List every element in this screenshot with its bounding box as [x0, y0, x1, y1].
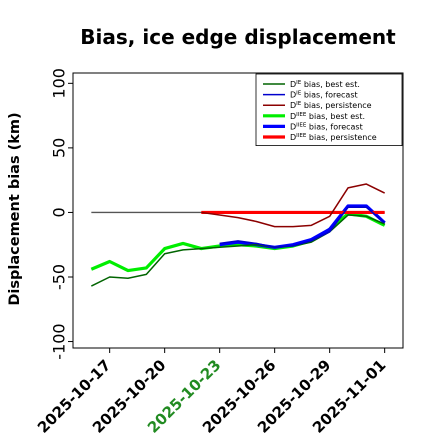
legend-label: DIE bias, best est. — [290, 80, 360, 89]
y-axis: 100 50 0 -50 -100 — [50, 68, 73, 360]
legend-label: DIE bias, forecast — [290, 91, 358, 100]
y-axis-label: Displacement bias (km) — [7, 112, 23, 305]
series-line-5 — [219, 204, 386, 249]
y-tick-label: 0 — [50, 207, 69, 217]
legend-label: DIIEE bias, persistence — [290, 133, 377, 142]
series-line-2 — [219, 206, 386, 249]
series-line-1 — [90, 214, 385, 287]
y-tick-label: 50 — [50, 138, 69, 158]
y-tick-label: 100 — [50, 68, 69, 99]
x-axis: 2025-10-172025-10-202025-10-232025-10-26… — [34, 348, 389, 437]
legend-box — [255, 73, 403, 146]
series-line-3 — [201, 183, 386, 228]
chart-title: Bias, ice edge displacement — [80, 25, 396, 49]
plot-area — [90, 183, 386, 287]
y-tick-label: -50 — [50, 264, 69, 290]
legend: DIE bias, best est. DIE bias, forecastDIE… — [255, 73, 403, 146]
legend-label: DIIEE bias, forecast — [290, 122, 363, 131]
plot-frame — [72, 72, 404, 349]
legend-label: DIE bias, persistence — [290, 101, 372, 110]
y-tick-label: -100 — [50, 323, 69, 359]
legend-label: DIIEE bias, best est. — [290, 112, 365, 121]
